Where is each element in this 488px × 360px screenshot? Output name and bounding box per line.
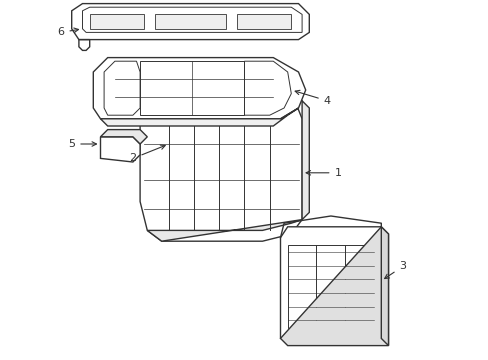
Text: 1: 1 [305, 168, 341, 178]
Polygon shape [101, 137, 140, 162]
Polygon shape [147, 220, 302, 241]
Text: 6: 6 [58, 27, 79, 37]
Polygon shape [72, 4, 309, 40]
Polygon shape [89, 14, 143, 29]
Polygon shape [140, 101, 302, 241]
Text: 5: 5 [68, 139, 96, 149]
Text: 2: 2 [129, 145, 165, 163]
Polygon shape [154, 14, 226, 29]
Polygon shape [93, 58, 305, 119]
Text: 3: 3 [384, 261, 406, 279]
Polygon shape [381, 227, 387, 346]
Polygon shape [237, 14, 291, 29]
Polygon shape [280, 227, 387, 346]
Polygon shape [101, 130, 147, 144]
Polygon shape [101, 108, 298, 126]
Polygon shape [302, 101, 309, 220]
Text: 4: 4 [295, 90, 330, 106]
Polygon shape [280, 227, 381, 338]
